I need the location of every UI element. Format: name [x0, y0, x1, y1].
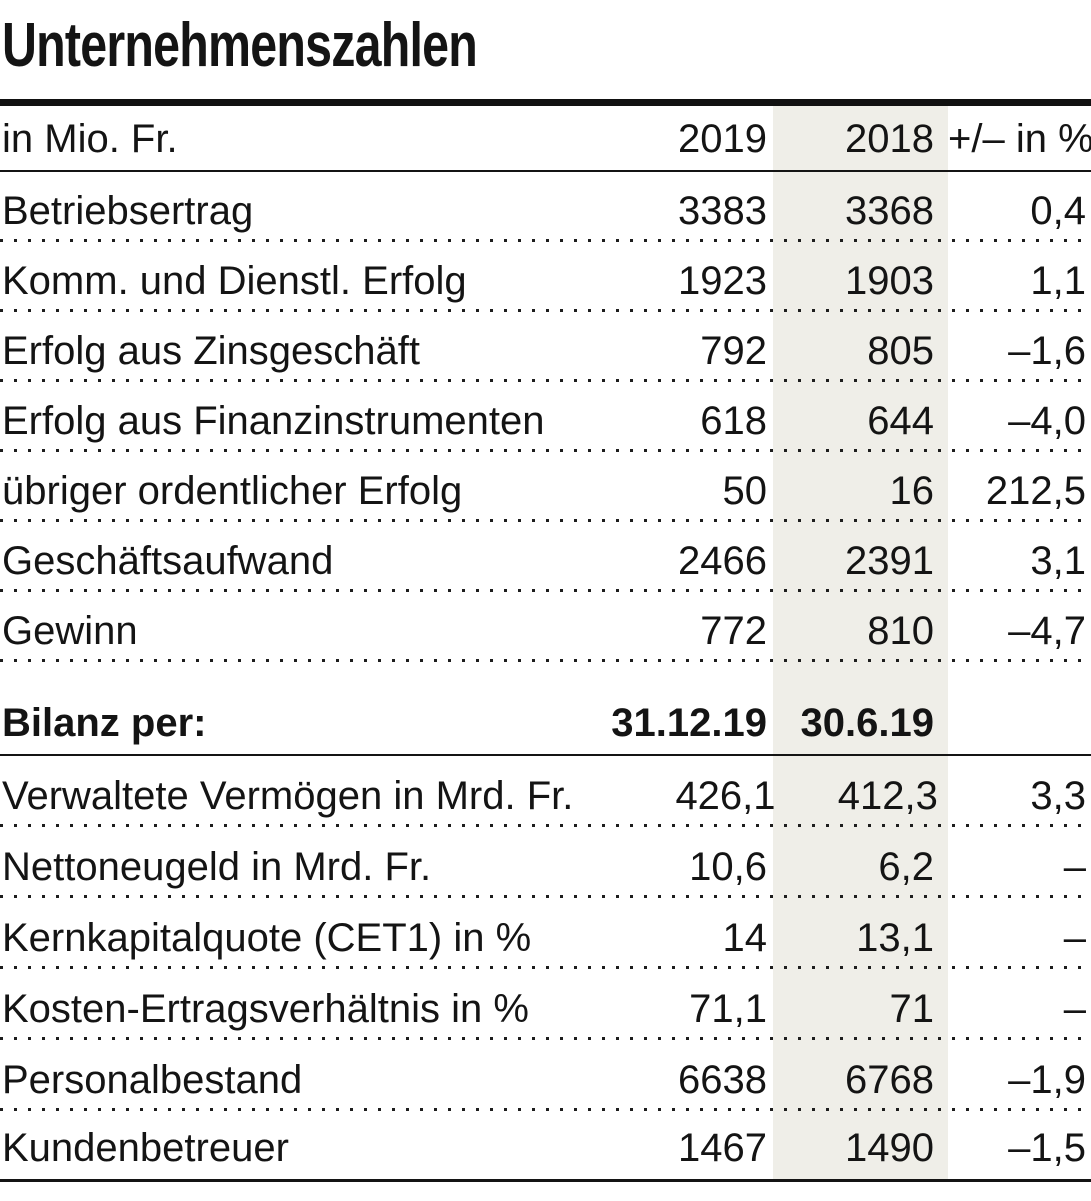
- table-row: Verwaltete Vermögen in Mrd. Fr. 426,1 41…: [0, 756, 1091, 827]
- row-value-2018: 6768: [845, 1058, 934, 1102]
- row-change: 0,4: [1030, 189, 1086, 233]
- row-value-2018: 16: [889, 469, 935, 513]
- row-value-2019: 3383: [678, 189, 767, 233]
- row-value-2019: 14: [722, 916, 768, 960]
- row-label: Betriebsertrag: [2, 189, 254, 233]
- row-label: Geschäftsaufwand: [2, 539, 334, 583]
- row-change: –: [1063, 987, 1086, 1031]
- table-row: Komm. und Dienstl. Erfolg 1923 1903 1,1: [0, 242, 1091, 312]
- row-value-2019: 1467: [678, 1126, 767, 1170]
- section-date-2019: 31.12.19: [611, 701, 767, 745]
- row-value-2018: 412,3: [837, 774, 938, 818]
- table-row: Kundenbetreuer 1467 1490 –1,5: [0, 1111, 1091, 1182]
- header-col-change: +/– in %: [948, 117, 1091, 161]
- row-change: 3,1: [1030, 539, 1086, 583]
- title-rule: [0, 99, 1091, 106]
- row-value-2018: 1903: [845, 259, 934, 303]
- table-header-row: in Mio. Fr. 2019 2018 +/– in %: [0, 106, 1091, 172]
- row-label: Personalbestand: [2, 1058, 303, 1102]
- header-col-2018: 2018: [845, 117, 934, 161]
- table-row: Geschäftsaufwand 2466 2391 3,1: [0, 522, 1091, 592]
- row-value-2018: 2391: [845, 539, 934, 583]
- row-change: –: [1063, 845, 1086, 889]
- page-title: Unternehmenszahlen: [2, 11, 478, 80]
- section-row-bilanz-per: Bilanz per: 31.12.19 30.6.19: [0, 662, 1091, 756]
- header-col-2019: 2019: [678, 117, 767, 161]
- table-row: Erfolg aus Finanzinstrumenten 618 644 –4…: [0, 382, 1091, 452]
- section-label: Bilanz per:: [2, 701, 207, 745]
- row-label: Erfolg aus Zinsgeschäft: [2, 329, 420, 373]
- row-label: Erfolg aus Finanzinstrumenten: [2, 399, 545, 443]
- table-row: Gewinn 772 810 –4,7: [0, 592, 1091, 662]
- row-value-2019: 618: [700, 399, 767, 443]
- section-date-2018: 30.6.19: [800, 701, 934, 745]
- row-value-2019: 1923: [678, 259, 767, 303]
- row-label: Kundenbetreuer: [2, 1126, 289, 1170]
- row-value-2019: 50: [722, 469, 768, 513]
- row-change: 1,1: [1030, 259, 1086, 303]
- row-label: Nettoneugeld in Mrd. Fr.: [2, 845, 432, 889]
- row-label: Kernkapitalquote (CET1) in %: [2, 916, 532, 960]
- table-row: übriger ordentlicher Erfolg 50 16 212,5: [0, 452, 1091, 522]
- row-label: Kosten-Ertragsverhältnis in %: [2, 987, 529, 1031]
- row-value-2018: 810: [867, 609, 934, 653]
- row-change: –1,9: [1008, 1058, 1086, 1102]
- row-value-2019: 71,1: [689, 987, 767, 1031]
- row-value-2019: 2466: [678, 539, 767, 583]
- row-change: –1,5: [1008, 1126, 1086, 1170]
- row-value-2019: 6638: [678, 1058, 767, 1102]
- row-value-2019: 792: [700, 329, 767, 373]
- row-value-2018: 644: [867, 399, 934, 443]
- row-value-2018: 1490: [845, 1126, 934, 1170]
- row-label: übriger ordentlicher Erfolg: [2, 469, 463, 513]
- row-label: Verwaltete Vermögen in Mrd. Fr.: [2, 774, 574, 818]
- row-value-2018: 71: [889, 987, 935, 1031]
- row-label: Komm. und Dienstl. Erfolg: [2, 259, 467, 303]
- row-change: 212,5: [985, 469, 1086, 513]
- header-unit-label: in Mio. Fr.: [2, 117, 178, 161]
- row-value-2019: 10,6: [689, 845, 767, 889]
- table-row: Erfolg aus Zinsgeschäft 792 805 –1,6: [0, 312, 1091, 382]
- row-value-2018: 6,2: [878, 845, 934, 889]
- row-change: –4,7: [1008, 609, 1086, 653]
- row-change: 3,3: [1030, 774, 1087, 818]
- table-row: Kosten-Ertragsverhältnis in % 71,1 71 –: [0, 969, 1091, 1040]
- row-change: –1,6: [1008, 329, 1086, 373]
- row-value-2018: 3368: [845, 189, 934, 233]
- row-value-2018: 13,1: [856, 916, 934, 960]
- row-value-2018: 805: [867, 329, 934, 373]
- row-value-2019: 772: [700, 609, 767, 653]
- title-block: Unternehmenszahlen: [0, 0, 1091, 99]
- row-value-2019: 426,1: [675, 774, 776, 818]
- table-row: Betriebsertrag 3383 3368 0,4: [0, 172, 1091, 242]
- table-row: Kernkapitalquote (CET1) in % 14 13,1 –: [0, 898, 1091, 969]
- table-row: Personalbestand 6638 6768 –1,9: [0, 1040, 1091, 1111]
- row-change: –4,0: [1008, 399, 1086, 443]
- row-change: –: [1063, 916, 1086, 960]
- row-label: Gewinn: [2, 609, 138, 653]
- table-row: Nettoneugeld in Mrd. Fr. 10,6 6,2 –: [0, 827, 1091, 898]
